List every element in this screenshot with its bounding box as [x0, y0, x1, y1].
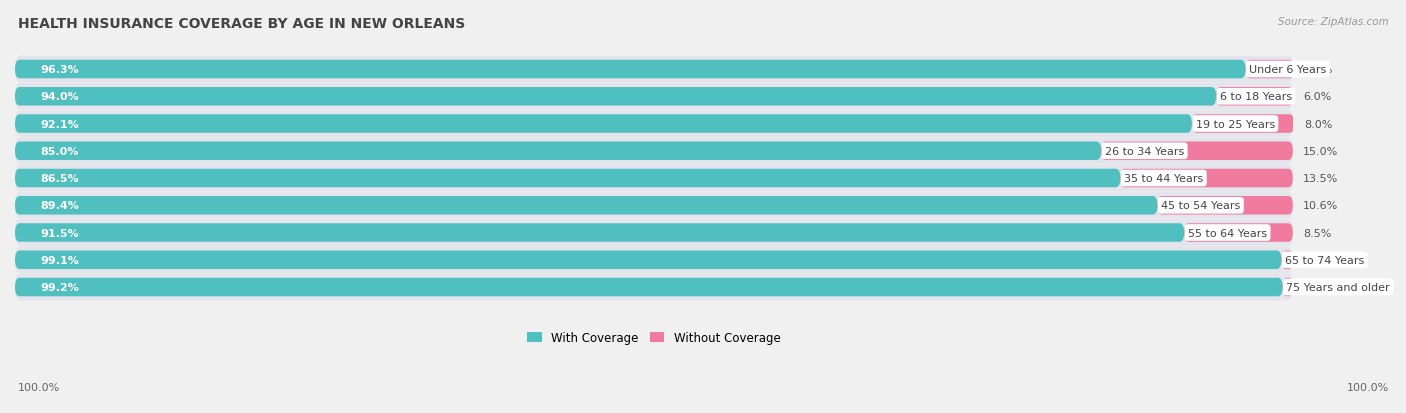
- Text: 6.0%: 6.0%: [1303, 92, 1331, 102]
- FancyBboxPatch shape: [15, 247, 1294, 273]
- FancyBboxPatch shape: [15, 61, 1246, 79]
- FancyBboxPatch shape: [15, 111, 1294, 138]
- Text: 15.0%: 15.0%: [1303, 147, 1339, 157]
- Text: 99.1%: 99.1%: [41, 255, 79, 265]
- FancyBboxPatch shape: [1281, 251, 1294, 269]
- FancyBboxPatch shape: [1282, 278, 1294, 297]
- Text: 86.5%: 86.5%: [41, 173, 79, 184]
- FancyBboxPatch shape: [15, 274, 1294, 301]
- Text: 19 to 25 Years: 19 to 25 Years: [1195, 119, 1275, 129]
- Text: 99.2%: 99.2%: [41, 282, 79, 292]
- Text: 65 to 74 Years: 65 to 74 Years: [1285, 255, 1364, 265]
- Text: 8.5%: 8.5%: [1303, 228, 1331, 238]
- Text: Under 6 Years: Under 6 Years: [1250, 65, 1327, 75]
- Text: HEALTH INSURANCE COVERAGE BY AGE IN NEW ORLEANS: HEALTH INSURANCE COVERAGE BY AGE IN NEW …: [18, 17, 465, 31]
- Text: 100.0%: 100.0%: [1347, 382, 1389, 392]
- Text: 91.5%: 91.5%: [41, 228, 79, 238]
- FancyBboxPatch shape: [15, 197, 1157, 215]
- Text: 45 to 54 Years: 45 to 54 Years: [1161, 201, 1240, 211]
- FancyBboxPatch shape: [15, 138, 1294, 165]
- FancyBboxPatch shape: [15, 165, 1294, 192]
- FancyBboxPatch shape: [1184, 224, 1294, 242]
- Legend: With Coverage, Without Coverage: With Coverage, Without Coverage: [523, 326, 785, 349]
- FancyBboxPatch shape: [15, 115, 1192, 133]
- Text: 85.0%: 85.0%: [41, 147, 79, 157]
- FancyBboxPatch shape: [15, 88, 1216, 106]
- Text: 0.95%: 0.95%: [1303, 255, 1339, 265]
- Text: 94.0%: 94.0%: [41, 92, 79, 102]
- Text: 92.1%: 92.1%: [41, 119, 79, 129]
- FancyBboxPatch shape: [15, 224, 1184, 242]
- FancyBboxPatch shape: [1216, 88, 1294, 106]
- FancyBboxPatch shape: [15, 220, 1294, 246]
- FancyBboxPatch shape: [15, 84, 1294, 110]
- FancyBboxPatch shape: [15, 278, 1282, 297]
- Text: 26 to 34 Years: 26 to 34 Years: [1105, 147, 1184, 157]
- FancyBboxPatch shape: [15, 169, 1121, 188]
- Text: 75 Years and older: 75 Years and older: [1286, 282, 1391, 292]
- FancyBboxPatch shape: [1192, 115, 1294, 133]
- FancyBboxPatch shape: [15, 142, 1101, 161]
- FancyBboxPatch shape: [15, 57, 1294, 83]
- Text: 13.5%: 13.5%: [1303, 173, 1339, 184]
- Text: 6 to 18 Years: 6 to 18 Years: [1220, 92, 1292, 102]
- Text: 0.83%: 0.83%: [1303, 282, 1339, 292]
- FancyBboxPatch shape: [1101, 142, 1294, 161]
- Text: 10.6%: 10.6%: [1303, 201, 1339, 211]
- Text: 8.0%: 8.0%: [1305, 119, 1333, 129]
- Text: 89.4%: 89.4%: [41, 201, 79, 211]
- FancyBboxPatch shape: [1246, 61, 1294, 79]
- Text: 35 to 44 Years: 35 to 44 Years: [1125, 173, 1204, 184]
- FancyBboxPatch shape: [1157, 197, 1294, 215]
- Text: 3.8%: 3.8%: [1305, 65, 1333, 75]
- Text: 100.0%: 100.0%: [18, 382, 60, 392]
- FancyBboxPatch shape: [15, 192, 1294, 219]
- Text: Source: ZipAtlas.com: Source: ZipAtlas.com: [1278, 17, 1389, 26]
- FancyBboxPatch shape: [15, 251, 1281, 269]
- Text: 55 to 64 Years: 55 to 64 Years: [1188, 228, 1267, 238]
- FancyBboxPatch shape: [1121, 169, 1294, 188]
- Text: 96.3%: 96.3%: [41, 65, 79, 75]
